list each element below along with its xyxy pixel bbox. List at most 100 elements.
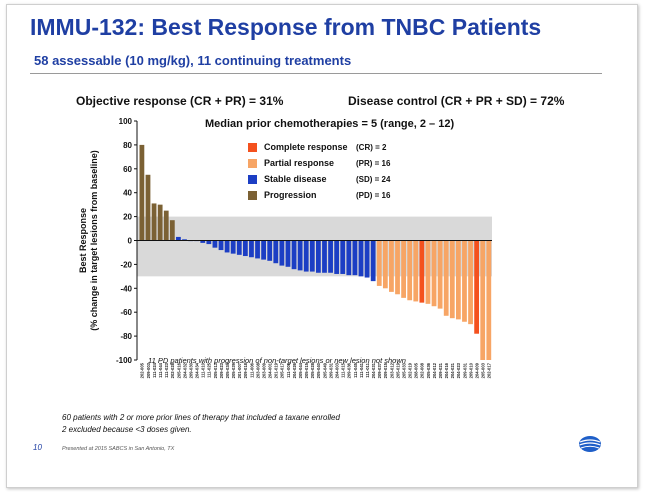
bar xyxy=(468,240,473,325)
legend-swatch-sd xyxy=(248,174,257,184)
bar xyxy=(316,240,321,273)
x-tick-label: 205-003 xyxy=(481,362,486,378)
bar xyxy=(242,240,248,257)
x-tick-label: 209-015 xyxy=(383,362,388,378)
footnote-enrolled: 60 patients with 2 or more prior lines o… xyxy=(62,413,340,422)
x-tick-label: 208-005 xyxy=(414,362,419,378)
bar xyxy=(376,240,382,286)
y-tick-label: -60 xyxy=(120,308,132,317)
bar xyxy=(419,240,425,303)
x-tick-label: 203-008 xyxy=(255,362,260,378)
x-tick-label: 201-007 xyxy=(237,362,242,378)
legend-count-pd: (PD) = 16 xyxy=(356,190,391,200)
bar xyxy=(145,174,151,241)
bar xyxy=(297,240,303,271)
x-tick-label: 202-017 xyxy=(487,362,492,378)
bar xyxy=(455,240,461,320)
bar xyxy=(382,240,388,289)
legend-item-sd: Stable disease (SD) = 24 xyxy=(248,171,390,187)
bar xyxy=(322,240,327,273)
x-tick-label: 204-001 xyxy=(268,362,273,378)
bar xyxy=(474,240,480,334)
x-tick-label: 205-017 xyxy=(280,362,285,378)
y-axis-title: Best Response xyxy=(78,208,88,273)
legend-swatch-pd xyxy=(248,190,257,200)
x-tick-label: 111-015 xyxy=(341,362,346,378)
bar xyxy=(206,240,212,245)
bar xyxy=(328,240,333,273)
legend-label-pr: Partial response xyxy=(264,158,335,168)
bar xyxy=(285,240,291,267)
x-tick-label: 202-019 xyxy=(408,362,413,378)
bar xyxy=(462,240,467,322)
x-tick-label: 205-013 xyxy=(213,362,218,378)
globe-logo-icon xyxy=(579,436,601,452)
y-tick-label: -80 xyxy=(120,332,132,341)
x-tick-label: 209-031 xyxy=(328,362,333,378)
bar xyxy=(334,240,340,274)
x-tick-label: 111-045 xyxy=(353,362,358,378)
x-tick-label: 204-034 xyxy=(195,362,200,378)
x-tick-label: 205-039 xyxy=(231,362,236,378)
x-tick-label: 111-024 xyxy=(152,362,157,378)
bar xyxy=(425,240,431,304)
x-tick-label: 205-033 xyxy=(401,362,406,378)
slide-subtitle: 58 assessable (10 mg/kg), 11 continuing … xyxy=(34,53,352,68)
legend-item-cr: Complete response (CR) = 2 xyxy=(248,139,390,155)
x-tick-label: 205-015 xyxy=(304,362,309,378)
x-tick-label: 204-009 xyxy=(474,362,479,378)
legend-label-sd: Stable disease xyxy=(264,174,327,184)
bar xyxy=(309,240,315,272)
y-tick-label: -40 xyxy=(120,284,132,293)
y-tick-label: 0 xyxy=(128,237,133,246)
x-tick-label: 204-012 xyxy=(432,362,437,378)
x-tick-label: 204-003 xyxy=(335,362,340,378)
x-tick-label: 111-005 xyxy=(286,362,291,378)
chart-legend: Complete response (CR) = 2 Partial respo… xyxy=(248,139,390,203)
bar xyxy=(224,240,230,253)
legend-swatch-cr xyxy=(248,142,257,152)
legend-label-cr: Complete response xyxy=(264,142,348,152)
x-tick-label: 209-031 xyxy=(462,362,467,378)
objective-response-stat: Objective response (CR + PR) = 31% xyxy=(76,94,284,108)
slide-number: 10 xyxy=(33,443,42,452)
x-tick-label: 204-016 xyxy=(444,362,449,378)
y-tick-label: 40 xyxy=(123,189,132,198)
x-tick-label: 205-016 xyxy=(176,362,181,378)
bar xyxy=(139,144,145,241)
x-tick-label: 204-031 xyxy=(371,362,376,378)
x-tick-label: 205-049 xyxy=(322,362,327,378)
bar xyxy=(480,240,486,360)
disease-control-stat: Disease control (CR + PR + SD) = 72% xyxy=(348,94,565,108)
bar xyxy=(443,240,449,316)
bar xyxy=(358,240,364,277)
bar xyxy=(169,220,175,241)
y-tick-label: 80 xyxy=(123,141,132,150)
bar xyxy=(176,236,181,241)
bar xyxy=(389,240,394,292)
legend-swatch-pr xyxy=(248,158,257,168)
x-tick-label: 202-028 xyxy=(170,362,175,378)
bar xyxy=(261,240,267,260)
x-tick-label: 205-044 xyxy=(298,362,303,378)
bar xyxy=(407,240,413,301)
x-tick-label: 111-023 xyxy=(164,362,169,378)
bar xyxy=(352,240,358,276)
y-tick-label: 100 xyxy=(119,117,133,126)
bar xyxy=(200,240,206,243)
legend-label-pd: Progression xyxy=(264,190,317,200)
x-tick-label: 209-010 xyxy=(468,362,473,378)
bar xyxy=(437,240,443,309)
x-tick-label: 209-003 xyxy=(146,362,151,378)
bar xyxy=(291,240,297,270)
x-tick-label: 203-012 xyxy=(389,362,394,378)
bar xyxy=(340,240,346,274)
bar xyxy=(249,240,254,258)
title-divider xyxy=(30,73,602,74)
bar xyxy=(486,240,492,360)
bar xyxy=(151,203,157,241)
x-tick-label: 205-034 xyxy=(225,362,230,378)
x-tick-label: 204-023 xyxy=(456,362,461,378)
bar xyxy=(370,240,376,282)
x-tick-label: 205-019 xyxy=(395,362,400,378)
